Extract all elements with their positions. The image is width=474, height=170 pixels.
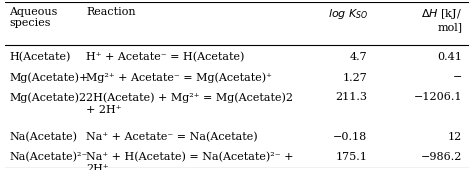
Text: H(Acetate): H(Acetate) [9,52,71,62]
Text: Mg(Acetate)+: Mg(Acetate)+ [9,72,89,83]
Text: −986.2: −986.2 [421,152,462,162]
Text: −1206.1: −1206.1 [414,92,462,103]
Text: 0.41: 0.41 [438,52,462,62]
Text: H⁺ + Acetate⁻ = H(Acetate): H⁺ + Acetate⁻ = H(Acetate) [86,52,245,62]
Text: Mg²⁺ + Acetate⁻ = Mg(Acetate)⁺: Mg²⁺ + Acetate⁻ = Mg(Acetate)⁺ [86,72,272,83]
Text: Na(Acetate)²⁻: Na(Acetate)²⁻ [9,152,88,162]
Text: Na(Acetate): Na(Acetate) [9,132,77,142]
Text: Na⁺ + Acetate⁻ = Na(Acetate): Na⁺ + Acetate⁻ = Na(Acetate) [86,132,258,142]
Text: 175.1: 175.1 [335,152,367,162]
Text: 1.27: 1.27 [342,72,367,82]
Text: 4.7: 4.7 [349,52,367,62]
Text: Reaction: Reaction [86,7,136,17]
Text: 12: 12 [448,132,462,142]
Text: 2H(Acetate) + Mg²⁺ = Mg(Acetate)2
+ 2H⁺: 2H(Acetate) + Mg²⁺ = Mg(Acetate)2 + 2H⁺ [86,92,293,115]
Text: −: − [453,72,462,82]
Text: $\mathit{log}\ K_{SO}$: $\mathit{log}\ K_{SO}$ [328,7,368,21]
Text: Na⁺ + H(Acetate) = Na(Acetate)²⁻ +
2H⁺: Na⁺ + H(Acetate) = Na(Acetate)²⁻ + 2H⁺ [86,152,293,170]
Text: Mg(Acetate)2: Mg(Acetate)2 [9,92,87,103]
Text: −0.18: −0.18 [333,132,367,142]
Text: 211.3: 211.3 [335,92,367,103]
Text: Aqueous
species: Aqueous species [9,7,58,28]
Text: $\mathit{\Delta H}$ [kJ/
mol]: $\mathit{\Delta H}$ [kJ/ mol] [421,7,462,32]
